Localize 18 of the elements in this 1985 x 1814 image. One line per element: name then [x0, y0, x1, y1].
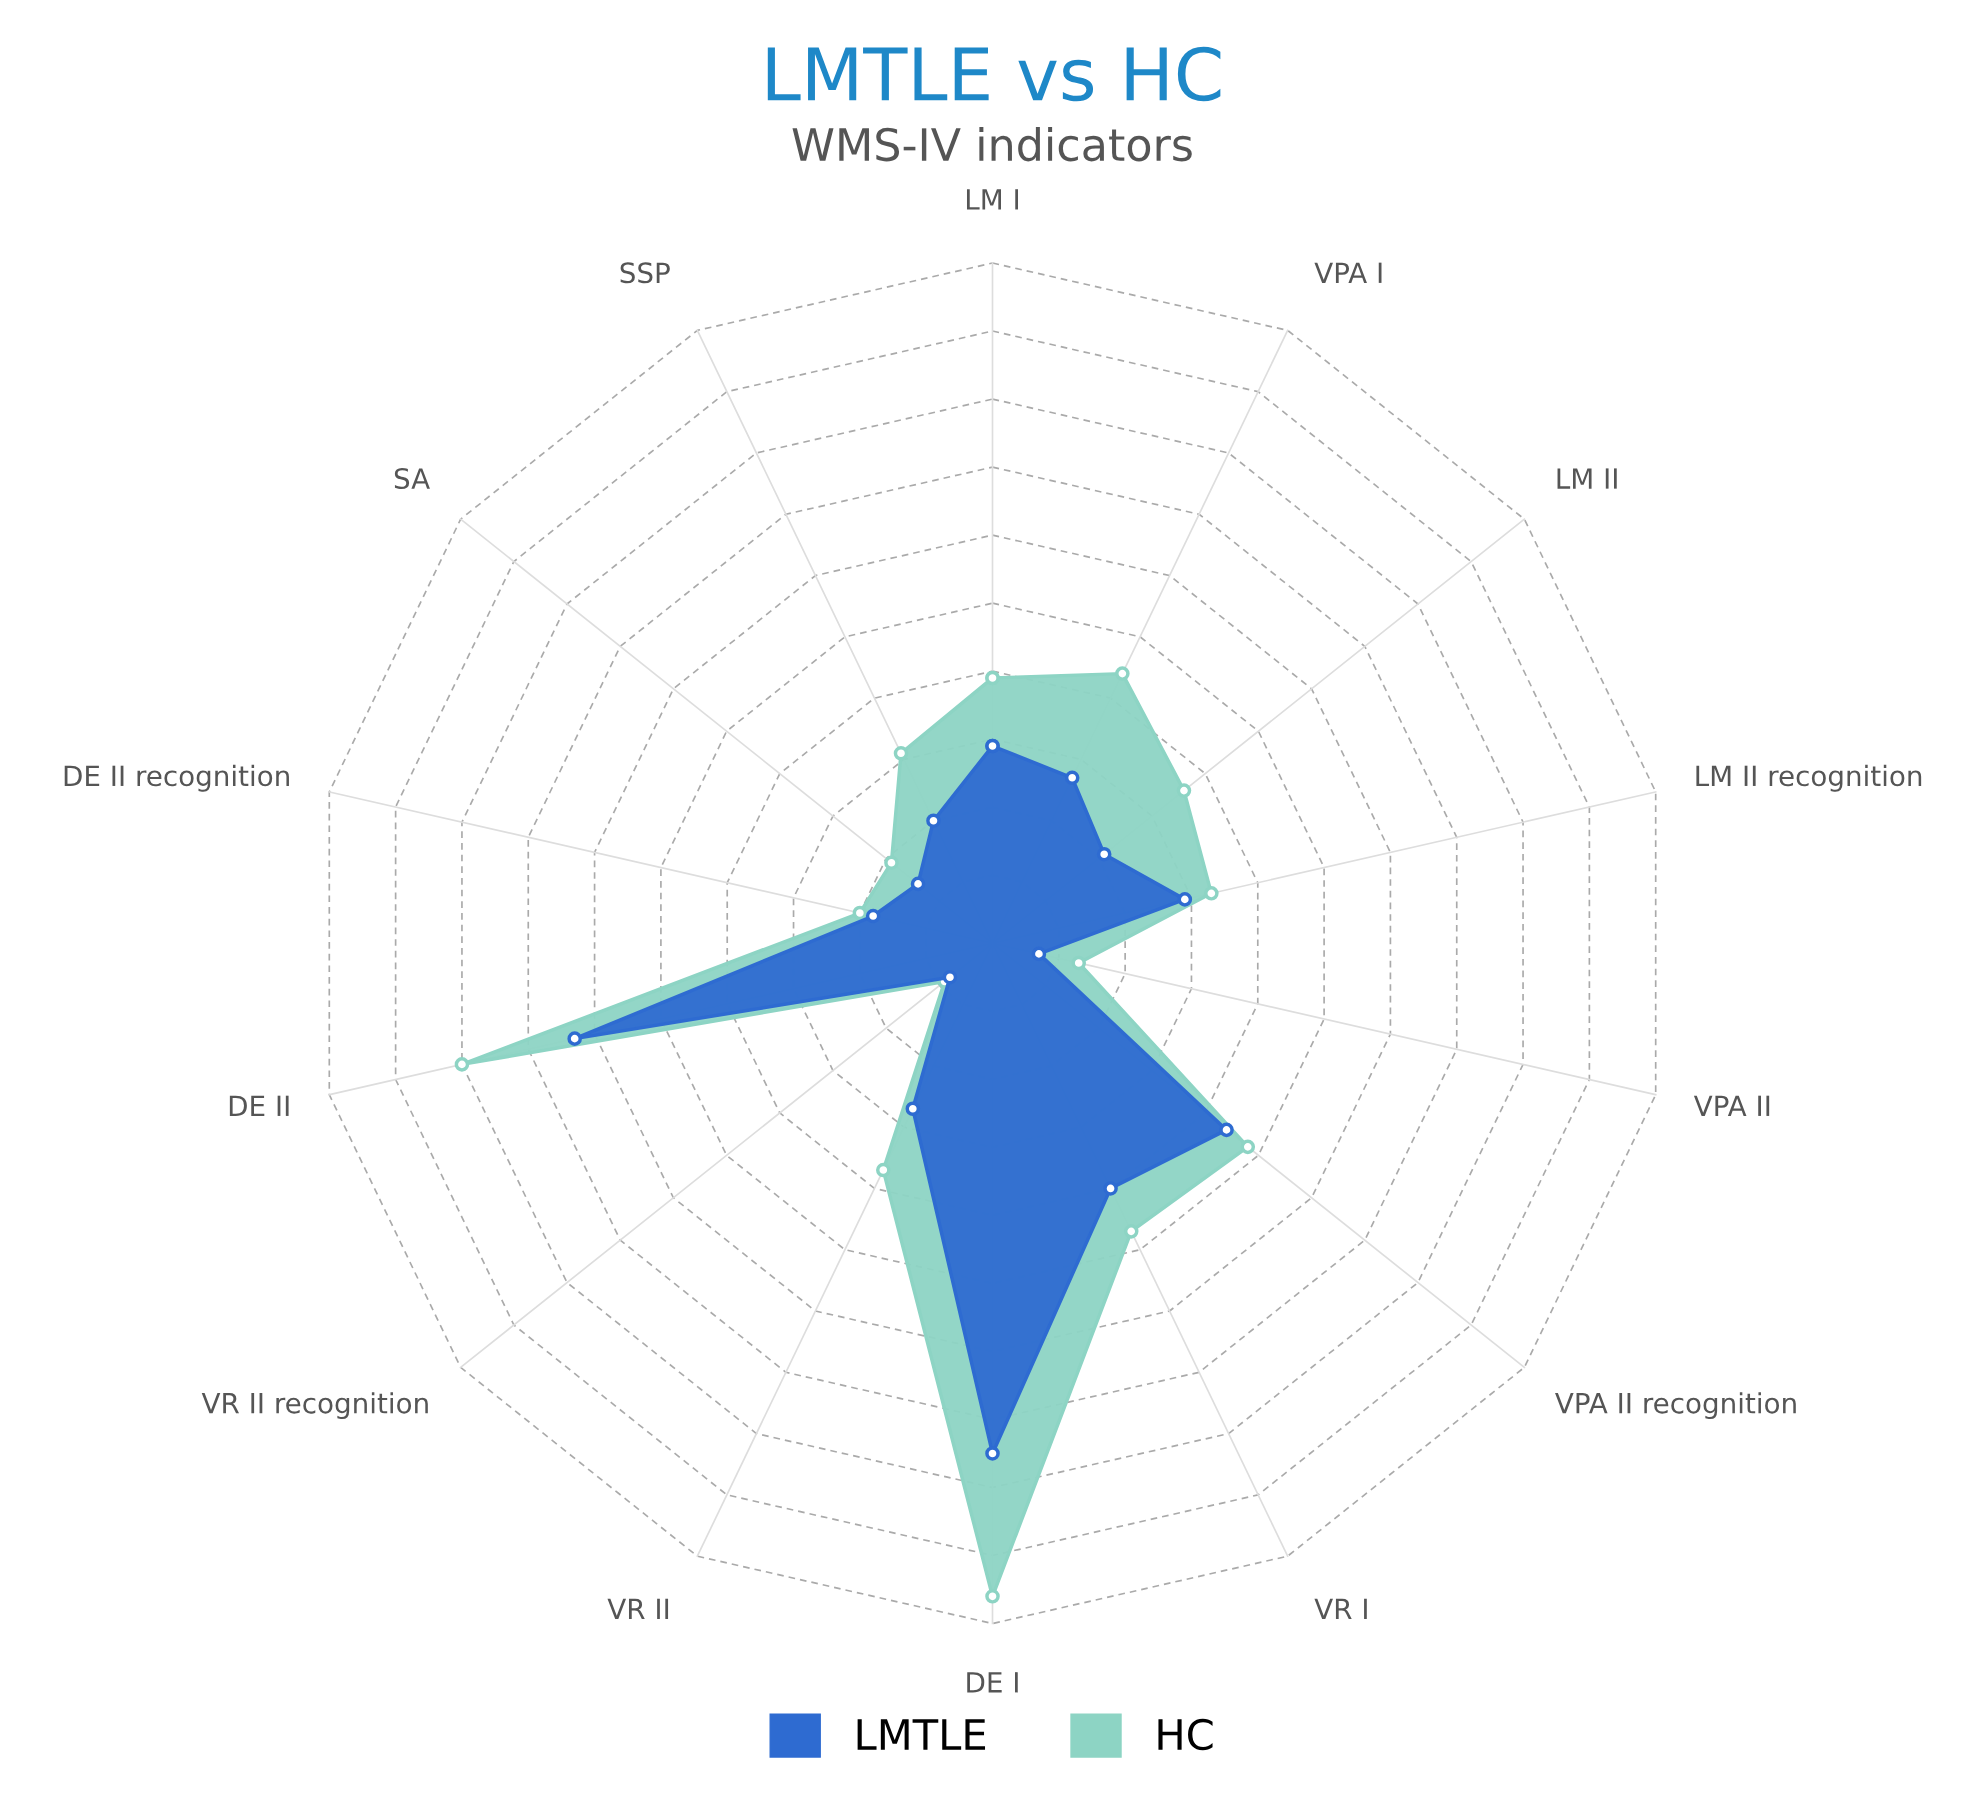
spoke-label: VPA I: [1314, 262, 1382, 283]
spoke-label: SSP: [620, 262, 670, 284]
spoke-label: VPA II recognition: [1555, 1392, 1796, 1420]
spoke-label: LM II recognition: [1696, 764, 1922, 792]
chart-title: LMTLE vs HC: [767, 46, 1221, 102]
chart-subtitle: WMS-IV indicators: [792, 126, 1192, 162]
legend-label: LMTLE: [857, 1719, 986, 1750]
spoke-label: DE I: [967, 1672, 1018, 1693]
spoke-label: VPA II: [1693, 1095, 1770, 1116]
spoke-label: DE II: [229, 1095, 289, 1116]
spoke-label: LM I: [966, 189, 1018, 210]
spoke-label: VR I: [1314, 1598, 1367, 1619]
spoke-label: VR II: [607, 1598, 669, 1619]
legend-label: HC: [1158, 1718, 1213, 1751]
spoke-label: SA: [394, 468, 430, 490]
spoke-label: VR II recognition: [201, 1392, 428, 1420]
spoke-label: LM II: [1557, 468, 1617, 489]
spoke-label: DE II recognition: [64, 764, 289, 792]
